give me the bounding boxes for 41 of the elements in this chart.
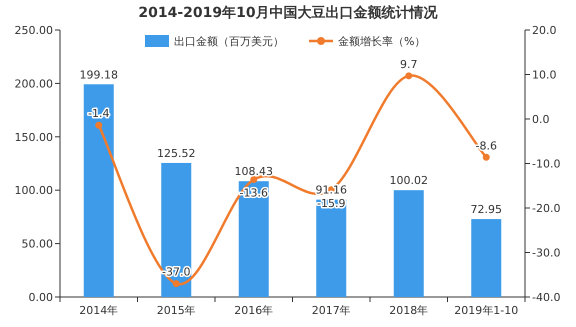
bar	[238, 181, 269, 297]
chart-title: 2014-2019年10月中国大豆出口金额统计情况	[138, 4, 439, 21]
y2-tick-label: -30.0	[532, 246, 560, 260]
y-tick-label: 250.00	[14, 24, 53, 37]
x-tick-label: 2017年	[312, 304, 351, 317]
data-label: 108.43	[234, 165, 273, 178]
data-label: 199.18	[80, 68, 118, 82]
data-label: 125.52	[157, 146, 196, 160]
bar	[316, 200, 346, 297]
point	[482, 154, 490, 161]
y-tick-label: 150.00	[14, 130, 53, 144]
bar	[471, 219, 502, 297]
legend-label: 出口金额（百万美元）	[174, 35, 284, 48]
x-tick-label: 2015年	[156, 304, 196, 317]
point	[250, 176, 258, 184]
y2-tick-label: -40.0	[532, 291, 560, 304]
y-tick-label: 0.00	[28, 291, 53, 304]
y2-tick-label: 10.0	[532, 68, 556, 82]
y2-tick-label: 20.0	[532, 24, 556, 37]
point	[172, 280, 180, 288]
legend-label: 金额增长率（%）	[338, 35, 426, 48]
y2-tick-label: 0.0	[532, 113, 550, 126]
data-label: -15.9	[317, 196, 346, 210]
point	[405, 72, 412, 80]
y-tick-label: 200.00	[14, 77, 53, 90]
x-tick-label: 2014年	[79, 304, 118, 317]
x-tick-label: 2016年	[234, 304, 274, 317]
bar	[84, 84, 114, 297]
bar	[394, 190, 424, 297]
x-tick-label: 2019年1-10	[454, 304, 518, 317]
y-tick-label: 100.00	[14, 184, 53, 198]
y-tick-label: 50.00	[22, 238, 53, 251]
y2-tick-label: -20.0	[532, 202, 560, 215]
data-label: 72.95	[470, 203, 502, 216]
bar	[161, 162, 192, 297]
y2-tick-label: -10.0	[532, 158, 560, 170]
data-label: 9.7	[400, 58, 418, 71]
data-label: 100.02	[390, 174, 428, 188]
data-label: -1.4	[88, 107, 110, 120]
x-tick-label: 2018年	[389, 304, 428, 317]
point	[95, 122, 102, 129]
